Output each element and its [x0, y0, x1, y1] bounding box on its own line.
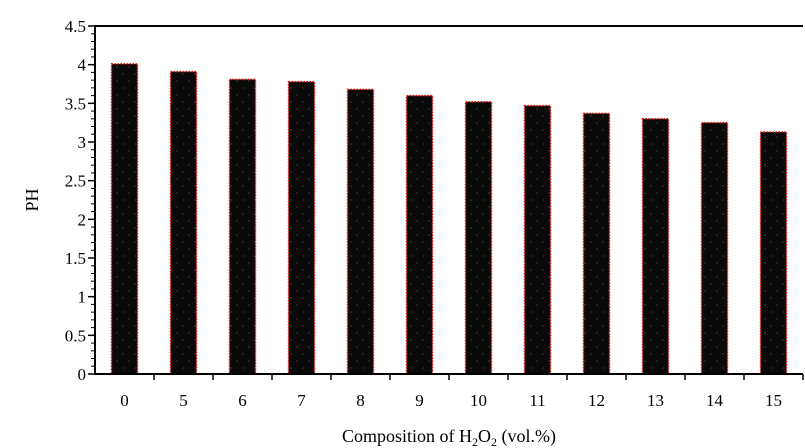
- y-tick-label: 4.5: [65, 17, 86, 36]
- x-axis-title-part: O: [478, 426, 491, 446]
- bar: [700, 121, 729, 375]
- bar: [641, 118, 670, 375]
- bar: [523, 104, 552, 375]
- bar: [405, 94, 434, 375]
- x-tick-label: 15: [765, 391, 782, 410]
- x-tick-label: 12: [588, 391, 605, 410]
- bar: [110, 63, 139, 375]
- bar: [582, 112, 611, 375]
- x-axis-title-subscript: 2: [472, 435, 478, 448]
- y-tick-label: 3: [78, 133, 87, 152]
- x-tick-label: 11: [529, 391, 545, 410]
- y-tick-label: 0: [78, 365, 87, 384]
- x-axis-title-part: (vol.%): [497, 426, 556, 447]
- y-axis-ticks: [88, 25, 95, 375]
- x-tick-label: 14: [706, 391, 724, 410]
- y-tick-label: 1.5: [65, 249, 86, 268]
- x-tick-label: 5: [179, 391, 188, 410]
- y-tick-label: 1: [78, 288, 87, 307]
- y-axis-title: PH: [22, 188, 42, 211]
- y-tick-label: 3.5: [65, 94, 86, 113]
- x-tick-label: 7: [297, 391, 306, 410]
- bar: [464, 101, 493, 375]
- y-tick-label: 4: [78, 56, 87, 75]
- bar: [287, 80, 316, 375]
- y-tick-label: 2.5: [65, 172, 86, 191]
- x-tick-label: 13: [647, 391, 664, 410]
- x-axis-title: Composition of H2O2 (vol.%): [342, 426, 556, 448]
- y-axis-tick-labels: 0 0.5 1 1.5 2 2.5 3 3.5 4 4.5: [65, 17, 87, 384]
- bar: [228, 78, 257, 375]
- bar: [169, 70, 198, 375]
- x-axis-tick-labels: 0 5 6 7 8 9 10 11 12 13 14 15: [120, 391, 782, 410]
- bars: [110, 63, 788, 375]
- x-axis-title-subscript: 2: [491, 435, 497, 448]
- x-tick-label: 8: [356, 391, 365, 410]
- bar: [346, 88, 375, 375]
- y-tick-label: 2: [78, 210, 87, 229]
- y-tick-label: 0.5: [65, 326, 86, 345]
- x-tick-label: 0: [120, 391, 129, 410]
- x-axis-title-part: Composition of H: [342, 426, 472, 446]
- bar: [759, 131, 788, 375]
- x-tick-label: 6: [238, 391, 247, 410]
- x-tick-label: 10: [470, 391, 487, 410]
- x-tick-label: 9: [415, 391, 424, 410]
